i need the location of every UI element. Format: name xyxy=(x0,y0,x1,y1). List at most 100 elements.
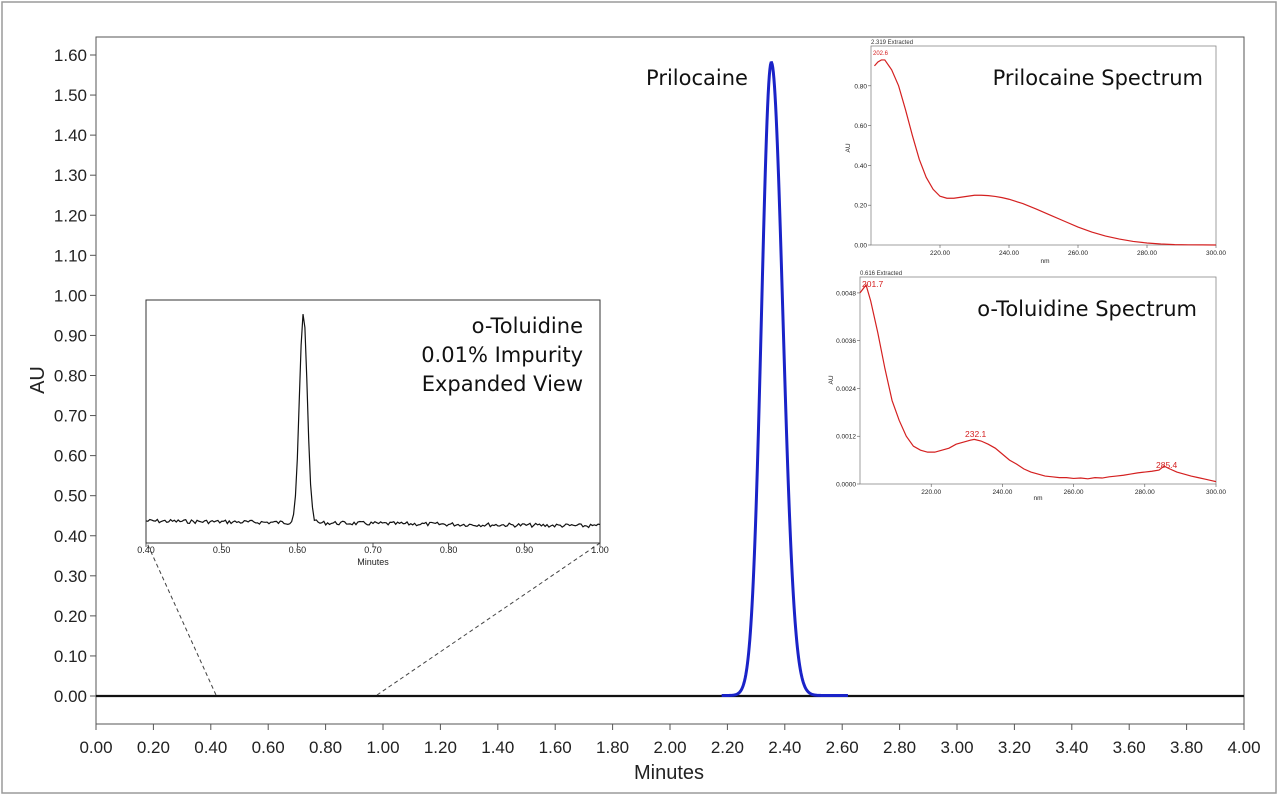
spectrum-y-tick-label: 0.0048 xyxy=(836,290,856,297)
zoom-guide-right xyxy=(376,542,601,696)
spectrum-x-tick-label: 300.00 xyxy=(1206,489,1226,496)
spectrum-y-tick-label: 0.40 xyxy=(854,163,867,170)
spectrum-x-tick-label: 260.00 xyxy=(1064,489,1084,496)
x-tick-label: 2.40 xyxy=(768,738,801,757)
x-tick-label: 2.00 xyxy=(653,738,686,757)
y-tick-label: 0.40 xyxy=(54,527,87,546)
y-tick-label: 0.60 xyxy=(54,447,87,466)
x-tick-label: 2.20 xyxy=(711,738,744,757)
x-tick-label: 1.40 xyxy=(481,738,514,757)
y-tick-label: 1.50 xyxy=(54,86,87,105)
prilocaine-peak-line xyxy=(721,61,848,697)
spectrum-y-tick-label: 0.80 xyxy=(854,83,867,90)
main-plot: 0.00 0.20 0.40 0.60 0.80 1.00 1.20 1.40 1.60 1.80… xyxy=(27,36,1261,784)
o-toluidine-spectrum-line xyxy=(859,283,1217,483)
spectrum-x-tick-label: 240.00 xyxy=(992,489,1012,496)
x-tick-label: 3.80 xyxy=(1170,738,1203,757)
x-tick-label: 0.20 xyxy=(137,738,170,757)
y-axis-label: AU xyxy=(27,366,49,394)
main-y-ticks: 0.00 0.10 0.20 0.30 0.40 0.50 0.60 0.70 0.80 0.90… xyxy=(54,46,96,706)
o-toluidine-spectrum-y-label: AU xyxy=(828,375,835,384)
spectrum-x-tick-label: 220.00 xyxy=(930,250,950,257)
y-tick-label: 1.00 xyxy=(54,286,87,305)
x-tick-label: 3.20 xyxy=(998,738,1031,757)
inset-x-tick-label: 0.70 xyxy=(364,545,382,555)
spectrum-x-tick-label: 240.00 xyxy=(999,250,1019,257)
main-x-ticks: 0.00 0.20 0.40 0.60 0.80 1.00 1.20 1.40 1.60 1.80… xyxy=(79,724,1261,757)
o-toluidine-spectrum-inset: 0.616 Extracted o-Toluidine Spectrum 201… xyxy=(828,271,1226,502)
inset-x-ticks: 0.40 0.50 0.60 0.70 0.80 0.90 1.00 xyxy=(137,543,609,555)
spectrum-x-tick-label: 300.00 xyxy=(1206,250,1226,257)
x-tick-label: 4.00 xyxy=(1227,738,1260,757)
y-tick-label: 0.30 xyxy=(54,567,87,586)
prilocaine-spectrum-x-label: nm xyxy=(1040,258,1049,265)
o-toluidine-spectrum-title: o-Toluidine Spectrum xyxy=(977,297,1197,321)
x-tick-label: 3.40 xyxy=(1055,738,1088,757)
x-tick-label: 1.00 xyxy=(366,738,399,757)
x-tick-label: 0.60 xyxy=(252,738,285,757)
expanded-view-inset: 0.40 0.50 0.60 0.70 0.80 0.90 1.00 Minutes o-T… xyxy=(137,299,609,567)
spectrum-x-tick-label: 220.00 xyxy=(921,489,941,496)
inset-x-tick-label: 0.40 xyxy=(137,545,155,555)
x-tick-label: 2.80 xyxy=(883,738,916,757)
prilocaine-spectrum-title: Prilocaine Spectrum xyxy=(993,66,1203,90)
x-tick-label: 1.20 xyxy=(424,738,457,757)
y-tick-label: 1.60 xyxy=(54,46,87,65)
x-tick-label: 0.00 xyxy=(79,738,112,757)
prilocaine-annotation: Prilocaine xyxy=(646,66,748,90)
x-tick-label: 0.80 xyxy=(309,738,342,757)
prilocaine-spectrum-inset: 2.319 Extracted Prilocaine Spectrum 202.… xyxy=(845,40,1226,265)
o-toluidine-peak-line xyxy=(145,314,601,529)
x-tick-label: 3.00 xyxy=(940,738,973,757)
y-tick-label: 0.90 xyxy=(54,326,87,345)
o-toluidine-peak-label-1: 201.7 xyxy=(862,279,884,289)
y-tick-label: 1.10 xyxy=(54,246,87,265)
inset-x-label: Minutes xyxy=(357,557,389,567)
spectrum-y-tick-label: 0.0000 xyxy=(836,482,856,489)
y-tick-label: 0.00 xyxy=(54,687,87,706)
o-toluidine-spectrum-x-label: nm xyxy=(1033,495,1042,502)
o-toluidine-peak-label-2: 232.1 xyxy=(965,429,987,439)
o-toluidine-spectrum-x-ticks: 220.00 240.00 260.00 280.00 300.00 xyxy=(921,484,1226,496)
spectrum-y-tick-label: 0.60 xyxy=(854,123,867,130)
spectrum-y-tick-label: 0.0024 xyxy=(836,386,856,393)
prilocaine-spectrum-header: 2.319 Extracted xyxy=(871,40,913,46)
x-tick-label: 2.60 xyxy=(826,738,859,757)
y-tick-label: 0.20 xyxy=(54,607,87,626)
spectrum-x-tick-label: 280.00 xyxy=(1135,489,1155,496)
inset-x-tick-label: 0.80 xyxy=(440,545,458,555)
y-tick-label: 1.30 xyxy=(54,166,87,185)
prilocaine-spectrum-x-ticks: 220.00 240.00 260.00 280.00 300.00 xyxy=(930,245,1226,257)
x-tick-label: 0.40 xyxy=(194,738,227,757)
prilocaine-spectrum-y-ticks: 0.00 0.20 0.40 0.60 0.80 xyxy=(854,83,871,250)
inset-x-tick-label: 0.90 xyxy=(516,545,534,555)
spectrum-y-tick-label: 0.0012 xyxy=(836,434,856,441)
x-tick-label: 1.60 xyxy=(539,738,572,757)
prilocaine-spectrum-y-label: AU xyxy=(845,143,852,152)
x-tick-label: 1.80 xyxy=(596,738,629,757)
spectrum-y-tick-label: 0.0036 xyxy=(836,338,856,345)
y-tick-label: 0.70 xyxy=(54,407,87,426)
inset-x-tick-label: 1.00 xyxy=(591,545,609,555)
y-tick-label: 1.40 xyxy=(54,126,87,145)
prilocaine-spectrum-peak-label: 202.6 xyxy=(873,51,889,57)
prilocaine-spectrum-line xyxy=(873,59,1217,246)
inset-x-tick-label: 0.50 xyxy=(213,545,231,555)
y-tick-label: 1.20 xyxy=(54,206,87,225)
y-tick-label: 0.10 xyxy=(54,647,87,666)
y-tick-label: 0.80 xyxy=(54,367,87,386)
inset-annotation-line2: 0.01% Impurity xyxy=(421,343,583,367)
x-tick-label: 3.60 xyxy=(1113,738,1146,757)
o-toluidine-peak-label-3: 285.4 xyxy=(1156,460,1178,470)
spectrum-x-tick-label: 280.00 xyxy=(1137,250,1157,257)
spectrum-x-tick-label: 260.00 xyxy=(1068,250,1088,257)
spectrum-y-tick-label: 0.20 xyxy=(854,203,867,210)
inset-x-tick-label: 0.60 xyxy=(289,545,307,555)
o-toluidine-spectrum-y-ticks: 0.0000 0.0012 0.0024 0.0036 0.0048 xyxy=(836,290,860,489)
spectrum-y-tick-label: 0.00 xyxy=(854,243,867,250)
o-toluidine-spectrum-header: 0.616 Extracted xyxy=(860,271,902,277)
inset-annotation-line3: Expanded View xyxy=(422,372,583,396)
inset-frame xyxy=(145,299,601,544)
